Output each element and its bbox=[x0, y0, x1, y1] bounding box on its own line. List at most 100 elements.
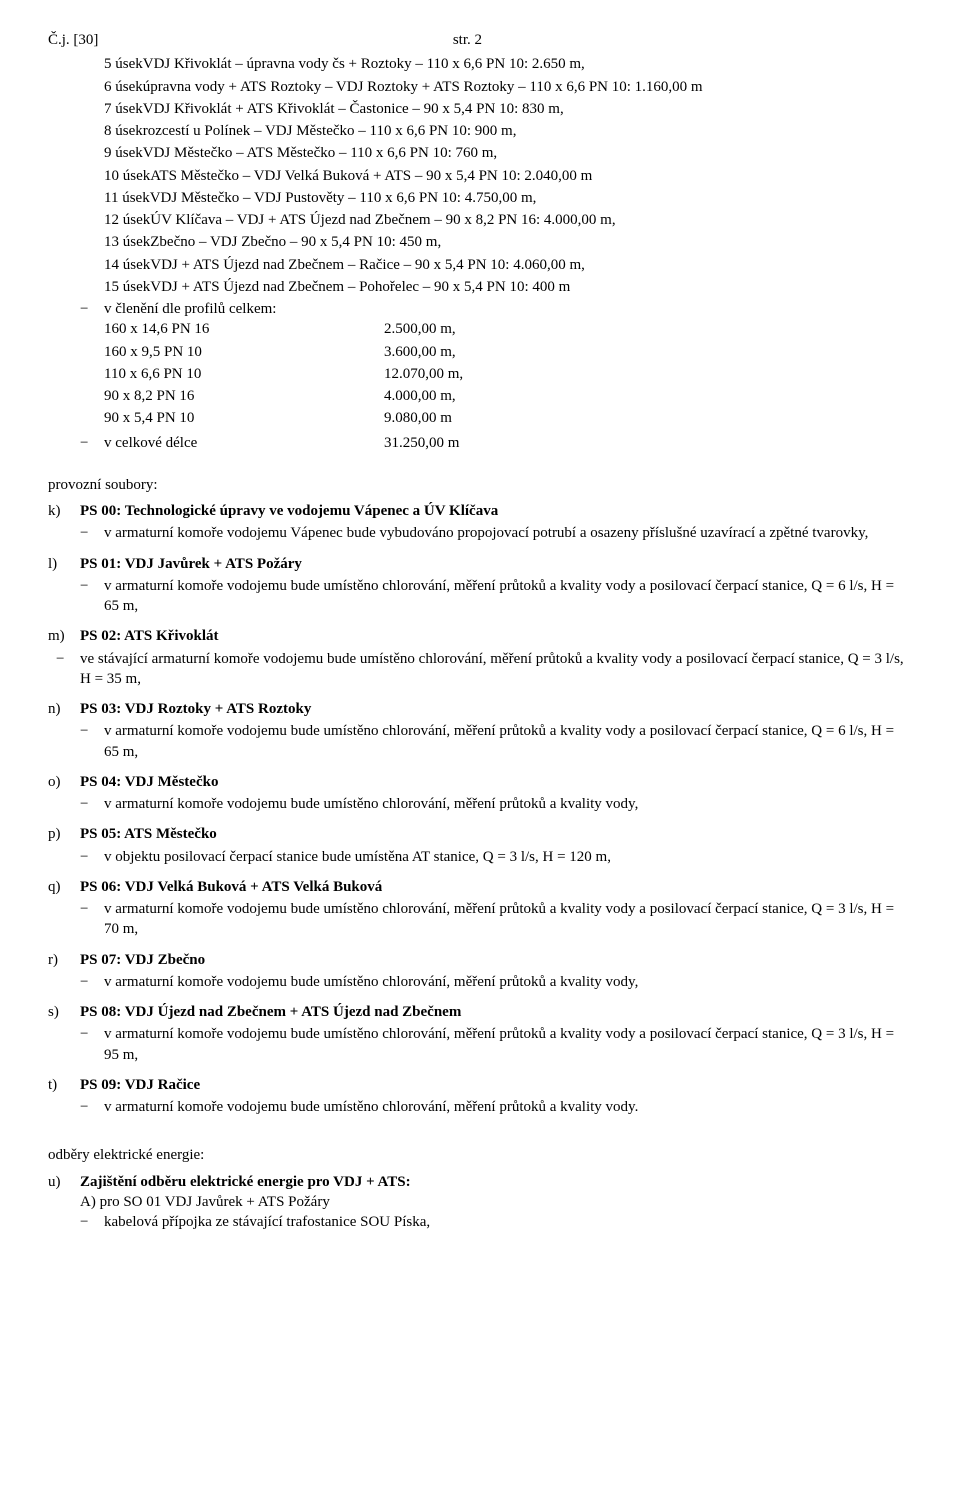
profile-label: 160 x 9,5 PN 10 bbox=[104, 342, 384, 362]
ps-body: ve stávající armaturní komoře vodojemu b… bbox=[80, 649, 912, 690]
ps-body-block: −v objektu posilovací čerpací stanice bu… bbox=[80, 847, 912, 867]
letter-marker: t) bbox=[48, 1075, 80, 1095]
ps-body-block: −v armaturní komoře vodojemu bude umístě… bbox=[80, 1097, 912, 1117]
letter-marker: o) bbox=[48, 772, 80, 792]
profile-value: 4.000,00 m, bbox=[384, 386, 456, 406]
header-right: str. 2 bbox=[453, 30, 482, 50]
usek-line: 9 úsekVDJ Městečko – ATS Městečko – 110 … bbox=[104, 143, 912, 163]
usek-line: 10 úsekATS Městečko – VDJ Velká Buková +… bbox=[104, 166, 912, 186]
ps-body-block: −v armaturní komoře vodojemu bude umístě… bbox=[80, 794, 912, 814]
total-length-block: − v celkové délce 31.250,00 m bbox=[80, 433, 912, 455]
usek-line: 12 úsekÚV Klíčava – VDJ + ATS Újezd nad … bbox=[104, 210, 912, 230]
ps-body-block: −v armaturní komoře vodojemu bude umístě… bbox=[80, 721, 912, 762]
ps-title: PS 05: ATS Městečko bbox=[80, 824, 912, 844]
ps-body-block: −v armaturní komoře vodojemu Vápenec bud… bbox=[80, 523, 912, 543]
odbery-heading: odběry elektrické energie: bbox=[48, 1145, 912, 1165]
profile-row: 90 x 5,4 PN 109.080,00 m bbox=[104, 408, 912, 428]
page-header: Č.j. [30] str. 2 bbox=[48, 30, 912, 50]
ps-body: v armaturní komoře vodojemu bude umístěn… bbox=[104, 899, 912, 940]
odbery-sub2: kabelová přípojka ze stávající trafostan… bbox=[104, 1212, 912, 1232]
profile-value: 3.600,00 m, bbox=[384, 342, 456, 362]
usek-line: 7 úsekVDJ Křivoklát + ATS Křivoklát – Ča… bbox=[104, 99, 912, 119]
header-left: Č.j. [30] bbox=[48, 30, 98, 50]
profile-heading: v členění dle profilů celkem: bbox=[104, 299, 912, 319]
provozni-heading: provozní soubory: bbox=[48, 475, 912, 495]
dash-icon: − bbox=[80, 523, 104, 543]
ps-body-block: −v armaturní komoře vodojemu bude umístě… bbox=[80, 972, 912, 992]
sections-list: 5 úsekVDJ Křivoklát – úpravna vody čs + … bbox=[48, 54, 912, 297]
dash-icon: − bbox=[80, 1097, 104, 1117]
letter-marker: m) bbox=[48, 626, 80, 646]
total-row: v celkové délce 31.250,00 m bbox=[104, 433, 912, 453]
dash-icon: − bbox=[80, 299, 104, 431]
profile-row: 160 x 14,6 PN 162.500,00 m, bbox=[104, 319, 912, 339]
ps-title: PS 04: VDJ Městečko bbox=[80, 772, 912, 792]
usek-line: 14 úsekVDJ + ATS Újezd nad Zbečnem – Rač… bbox=[104, 255, 912, 275]
ps-body: v armaturní komoře vodojemu bude umístěn… bbox=[104, 721, 912, 762]
ps-title: PS 06: VDJ Velká Buková + ATS Velká Buko… bbox=[80, 877, 912, 897]
odbery-sub1: A) pro SO 01 VDJ Javůrek + ATS Požáry bbox=[80, 1192, 912, 1212]
profile-row: 90 x 8,2 PN 164.000,00 m, bbox=[104, 386, 912, 406]
ps-body: v armaturní komoře vodojemu bude umístěn… bbox=[104, 794, 912, 814]
dash-icon: − bbox=[80, 794, 104, 814]
ps-body: v armaturní komoře vodojemu bude umístěn… bbox=[104, 576, 912, 617]
ps-body-block: −v armaturní komoře vodojemu bude umístě… bbox=[80, 899, 912, 940]
ps-body: v armaturní komoře vodojemu bude umístěn… bbox=[104, 1097, 912, 1117]
letter-marker: s) bbox=[48, 1002, 80, 1022]
ps-title: PS 03: VDJ Roztoky + ATS Roztoky bbox=[80, 699, 912, 719]
ps-item: o)PS 04: VDJ Městečko bbox=[48, 772, 912, 792]
odbery-block: u) Zajištění odběru elektrické energie p… bbox=[48, 1172, 912, 1235]
dash-icon: − bbox=[80, 721, 104, 762]
ps-item: k)PS 00: Technologické úpravy ve vodojem… bbox=[48, 501, 912, 521]
ps-body-block: −v armaturní komoře vodojemu bude umístě… bbox=[80, 1024, 912, 1065]
usek-line: 6 úsekúpravna vody + ATS Roztoky – VDJ R… bbox=[104, 77, 912, 97]
profile-label: 160 x 14,6 PN 16 bbox=[104, 319, 384, 339]
profile-value: 9.080,00 m bbox=[384, 408, 452, 428]
profile-label: 90 x 5,4 PN 10 bbox=[104, 408, 384, 428]
ps-body: v armaturní komoře vodojemu Vápenec bude… bbox=[104, 523, 912, 543]
profile-summary-block: − v členění dle profilů celkem: 160 x 14… bbox=[80, 299, 912, 431]
usek-line: 8 úsekrozcestí u Polínek – VDJ Městečko … bbox=[104, 121, 912, 141]
usek-line: 11 úsekVDJ Městečko – VDJ Pustověty – 11… bbox=[104, 188, 912, 208]
ps-title: PS 08: VDJ Újezd nad Zbečnem + ATS Újezd… bbox=[80, 1002, 912, 1022]
dash-icon: − bbox=[80, 1212, 104, 1232]
ps-body-block: −v armaturní komoře vodojemu bude umístě… bbox=[80, 576, 912, 617]
profile-row: 110 x 6,6 PN 1012.070,00 m, bbox=[104, 364, 912, 384]
ps-title: PS 09: VDJ Račice bbox=[80, 1075, 912, 1095]
ps-body: v objektu posilovací čerpací stanice bud… bbox=[104, 847, 912, 867]
dash-icon: − bbox=[56, 649, 80, 690]
ps-body-block: −ve stávající armaturní komoře vodojemu … bbox=[56, 649, 912, 690]
profile-rows: 160 x 14,6 PN 162.500,00 m,160 x 9,5 PN … bbox=[104, 319, 912, 428]
odbery-title: Zajištění odběru elektrické energie pro … bbox=[80, 1172, 912, 1192]
dash-icon: − bbox=[80, 433, 104, 455]
ps-body: v armaturní komoře vodojemu bude umístěn… bbox=[104, 1024, 912, 1065]
ps-title: PS 07: VDJ Zbečno bbox=[80, 950, 912, 970]
letter-marker: r) bbox=[48, 950, 80, 970]
dash-icon: − bbox=[80, 576, 104, 617]
letter-marker: p) bbox=[48, 824, 80, 844]
total-label: v celkové délce bbox=[104, 433, 384, 453]
dash-icon: − bbox=[80, 1024, 104, 1065]
usek-line: 5 úsekVDJ Křivoklát – úpravna vody čs + … bbox=[104, 54, 912, 74]
ps-item: m)PS 02: ATS Křivoklát bbox=[48, 626, 912, 646]
ps-title: PS 00: Technologické úpravy ve vodojemu … bbox=[80, 501, 912, 521]
usek-line: 15 úsekVDJ + ATS Újezd nad Zbečnem – Poh… bbox=[104, 277, 912, 297]
odbery-sub2-block: − kabelová přípojka ze stávající trafost… bbox=[80, 1212, 912, 1232]
ps-body: v armaturní komoře vodojemu bude umístěn… bbox=[104, 972, 912, 992]
ps-item: q)PS 06: VDJ Velká Buková + ATS Velká Bu… bbox=[48, 877, 912, 897]
dash-icon: − bbox=[80, 899, 104, 940]
ps-item: l)PS 01: VDJ Javůrek + ATS Požáry bbox=[48, 554, 912, 574]
letter-marker: n) bbox=[48, 699, 80, 719]
ps-item: s)PS 08: VDJ Újezd nad Zbečnem + ATS Úje… bbox=[48, 1002, 912, 1022]
letter-marker: u) bbox=[48, 1172, 80, 1235]
ps-list: k)PS 00: Technologické úpravy ve vodojem… bbox=[48, 501, 912, 1127]
profile-value: 12.070,00 m, bbox=[384, 364, 463, 384]
profile-value: 2.500,00 m, bbox=[384, 319, 456, 339]
profile-label: 90 x 8,2 PN 16 bbox=[104, 386, 384, 406]
letter-marker: q) bbox=[48, 877, 80, 897]
profile-label: 110 x 6,6 PN 10 bbox=[104, 364, 384, 384]
ps-item: n)PS 03: VDJ Roztoky + ATS Roztoky bbox=[48, 699, 912, 719]
ps-title: PS 02: ATS Křivoklát bbox=[80, 626, 912, 646]
profile-row: 160 x 9,5 PN 103.600,00 m, bbox=[104, 342, 912, 362]
ps-item: r)PS 07: VDJ Zbečno bbox=[48, 950, 912, 970]
